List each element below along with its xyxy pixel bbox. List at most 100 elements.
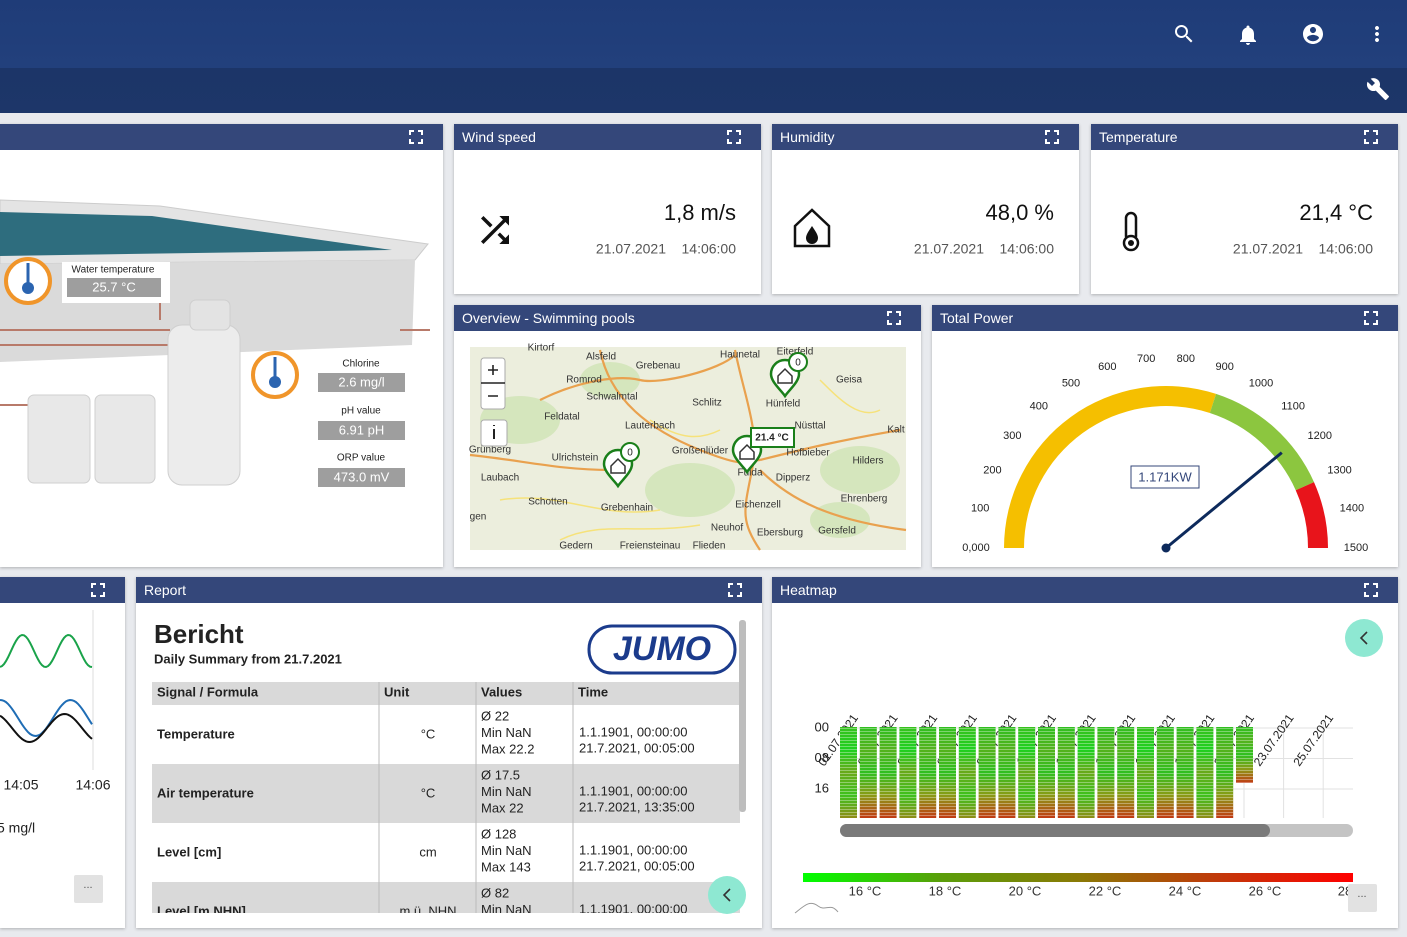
panel-title: Humidity — [780, 129, 835, 145]
y-tick-label: 08 — [815, 750, 829, 765]
expand-icon — [409, 130, 423, 144]
kpi-date: 21.07.2021 — [914, 241, 984, 257]
sensor-value: 2.6 mg/l — [338, 374, 384, 389]
map-place: Freiensteinau — [620, 541, 681, 552]
expand-button[interactable] — [727, 130, 741, 144]
value-line: Max 22.2 — [481, 741, 534, 756]
map-place: Hilders — [852, 456, 883, 467]
scale-label: 24 °C — [1169, 883, 1202, 898]
gauge-tick-label: 1500 — [1344, 542, 1368, 554]
sparkline-icon — [794, 902, 839, 914]
icon-shape — [1128, 240, 1134, 246]
collapse-button[interactable] — [1345, 619, 1383, 657]
map-road-minor — [499, 379, 881, 541]
logo: JUMO — [613, 630, 711, 668]
gauge-tick-label: 200 — [983, 465, 1001, 477]
color-scale — [803, 873, 1353, 882]
expand-icon — [1045, 130, 1059, 144]
icon-shape — [793, 208, 831, 248]
panel-body: Water temperature 25.7 °C Chlorine 2.6 mg/l… — [0, 199, 430, 490]
map-place: Ehrenberg — [841, 494, 888, 505]
notifications-button[interactable] — [1240, 25, 1256, 46]
table-row — [152, 764, 740, 823]
kpi-icon — [481, 216, 509, 244]
sensor-value: 25.7 °C — [92, 279, 136, 294]
sensor-label: pH value — [341, 406, 381, 417]
sensor-value-box — [318, 468, 405, 487]
unit: m ü. NHN — [399, 903, 456, 918]
value-line: Ø 128 — [481, 826, 516, 841]
panel-body: 14:05 14:06 5 mg/l... — [0, 610, 111, 903]
sensor-value-box — [67, 278, 161, 297]
kpi-date: 21.07.2021 — [1233, 241, 1303, 257]
table-header — [152, 682, 740, 705]
panel-header: Report — [136, 577, 762, 603]
column-header: Values — [481, 684, 522, 699]
unit: °C — [421, 726, 436, 741]
panel-header — [0, 577, 125, 603]
y-tick-label: 16 — [815, 780, 829, 795]
expand-button[interactable] — [1364, 311, 1378, 325]
more-button[interactable] — [1348, 884, 1377, 912]
expand-button[interactable] — [409, 130, 423, 144]
panel: 14:05 14:06 5 mg/l... — [0, 577, 125, 928]
panel: Water temperature 25.7 °C Chlorine 2.6 mg/l… — [0, 124, 443, 567]
expand-button[interactable] — [1364, 130, 1378, 144]
column-header: Unit — [384, 684, 410, 699]
expand-button[interactable] — [887, 311, 901, 325]
gauge-band — [1295, 482, 1328, 548]
expand-button[interactable] — [1045, 130, 1059, 144]
value-line: Max 22 — [481, 800, 524, 815]
expand-button[interactable] — [1364, 583, 1378, 597]
table-row — [152, 882, 740, 913]
gauge-tick-label: 0,000 — [962, 542, 990, 554]
heat-column-lines — [939, 727, 956, 818]
search-button[interactable] — [1175, 25, 1193, 43]
icon-shape — [806, 226, 818, 244]
value-line: Min NaN — [481, 843, 532, 858]
heat-column-lines — [1236, 727, 1253, 783]
kpi-icon — [1122, 211, 1140, 252]
panel-body: Bericht Daily Summary from 21.7.2021 JUMO S… — [152, 619, 746, 918]
value-line: Min NaN — [481, 725, 532, 740]
settings-button[interactable] — [1366, 78, 1389, 100]
map-place: Großenlüder — [672, 446, 729, 457]
expand-icon — [887, 311, 901, 325]
heat-column-lines — [1077, 727, 1095, 818]
map-place: Eiterfeld — [777, 347, 814, 358]
gauge-tick-label: 500 — [1062, 377, 1080, 389]
app-header — [0, 0, 1407, 113]
heat-column-lines — [1117, 727, 1135, 818]
zoom-icons — [481, 365, 505, 397]
unit: °C — [421, 785, 436, 800]
kpi-date: 21.07.2021 — [596, 241, 666, 257]
panel-body: 48,0 % 14:06:00 21.07.2021 — [793, 200, 1054, 257]
value-line: Min NaN — [481, 902, 532, 917]
gauge-tick-label: 800 — [1177, 353, 1195, 365]
sensor-label: Chlorine — [342, 359, 380, 370]
heat-column-lines — [958, 727, 976, 818]
table-row — [152, 705, 740, 764]
panel-title: Overview - Swimming pools — [462, 310, 635, 326]
account-button[interactable] — [1303, 24, 1323, 44]
map-place: Grebenhain — [601, 503, 653, 514]
map-road — [469, 349, 907, 551]
scroll-thumb[interactable] — [840, 824, 1270, 837]
more-button[interactable] — [74, 875, 103, 903]
map-place: Neuhof — [711, 523, 743, 534]
expand-icon — [1364, 583, 1378, 597]
expand-button[interactable] — [728, 583, 742, 597]
expand-button[interactable] — [91, 583, 105, 597]
heat-column-lines — [859, 727, 877, 818]
heat-column-lines — [1097, 727, 1115, 818]
value-line: Ø 82 — [481, 885, 509, 900]
time-line: 1.1.1901, 00:00:00 — [579, 783, 687, 798]
time-line: 21.7.2021, 00:05:00 — [579, 740, 695, 755]
gauge-tick-label: 1100 — [1281, 401, 1305, 413]
more-button[interactable] — [1375, 26, 1379, 42]
panel-body: 21,4 °C 14:06:00 21.07.2021 — [1122, 200, 1373, 257]
collapse-button[interactable] — [708, 876, 746, 914]
unit: cm — [419, 844, 436, 859]
panel-body: 00081601.07.202103.07.202105.07.202107.0… — [794, 619, 1383, 914]
marker-house — [739, 443, 755, 460]
